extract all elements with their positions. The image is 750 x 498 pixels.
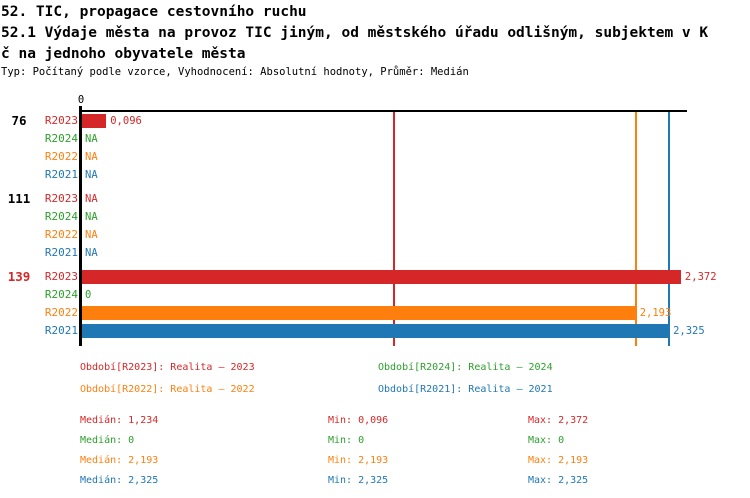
stat-min-R2021: Min: 2,325 <box>328 475 389 486</box>
bar-value-label: 0,096 <box>110 115 142 127</box>
row-year-label: R2023 <box>44 114 78 127</box>
row-year-label: R2023 <box>44 192 78 205</box>
stat-min-R2024: Min: 0 <box>328 435 365 446</box>
median-gridline-R2022 <box>634 112 637 346</box>
stat-max-R2021: Max: 2,325 <box>528 475 589 486</box>
row-year-label: R2022 <box>44 228 78 241</box>
bar-R2023 <box>82 114 107 128</box>
legend-item-R2024: Období[R2024]: Realita – 2024 <box>378 362 553 373</box>
median-gridline-R2023 <box>392 112 395 346</box>
row-year-label: R2022 <box>44 150 78 163</box>
bar-value-label: NA <box>85 133 98 145</box>
group-label-139: 139 <box>7 269 31 284</box>
legend-item-R2021: Období[R2021]: Realita – 2021 <box>378 384 553 395</box>
row-year-label: R2021 <box>44 246 78 259</box>
group-label-76: 76 <box>11 113 27 128</box>
row-year-label: R2023 <box>44 270 78 283</box>
page-subtitle-line1: 52.1 Výdaje města na provoz TIC jiným, o… <box>1 25 709 41</box>
bar-value-label: 0 <box>85 289 92 301</box>
bar-value-label: NA <box>85 229 98 241</box>
bar-value-label: NA <box>85 151 98 163</box>
stat-max-R2024: Max: 0 <box>528 435 565 446</box>
legend-item-R2023: Období[R2023]: Realita – 2023 <box>80 362 255 373</box>
bar-value-label: NA <box>85 247 98 259</box>
page-subtitle-line2: č na jednoho obyvatele města <box>1 46 246 62</box>
bar-R2022 <box>82 306 636 320</box>
x-axis <box>79 110 687 112</box>
stat-median-R2021: Medián: 2,325 <box>80 475 159 486</box>
stat-min-R2022: Min: 2,193 <box>328 455 389 466</box>
stat-median-R2024: Medián: 0 <box>80 435 135 446</box>
stat-min-R2023: Min: 0,096 <box>328 415 389 426</box>
bar-value-label: NA <box>85 169 98 181</box>
group-label-111: 111 <box>7 191 31 206</box>
page-title: 52. TIC, propagace cestovního ruchu <box>1 4 307 20</box>
stat-median-R2023: Medián: 1,234 <box>80 415 159 426</box>
indicator-meta: Typ: Počítaný podle vzorce, Vyhodnocení:… <box>1 66 469 78</box>
row-year-label: R2024 <box>44 132 78 145</box>
bar-value-label: 2,193 <box>639 307 672 319</box>
bar-value-label: NA <box>85 193 98 205</box>
x-axis-zero-tick: 0 <box>77 94 85 106</box>
stat-median-R2022: Medián: 2,193 <box>80 455 159 466</box>
bar-value-label: 2,325 <box>673 325 705 337</box>
bar-R2023 <box>82 270 681 284</box>
median-gridline-R2021 <box>668 112 671 346</box>
row-year-label: R2024 <box>44 288 78 301</box>
row-year-label: R2021 <box>44 324 78 337</box>
bar-R2021 <box>82 324 670 338</box>
y-axis <box>79 106 82 346</box>
bar-value-label: NA <box>85 211 98 223</box>
stat-max-R2022: Max: 2,193 <box>528 455 589 466</box>
row-year-label: R2024 <box>44 210 78 223</box>
row-year-label: R2022 <box>44 306 78 319</box>
stat-max-R2023: Max: 2,372 <box>528 415 589 426</box>
row-year-label: R2021 <box>44 168 78 181</box>
bar-value-label: 2,372 <box>684 271 717 283</box>
legend-item-R2022: Období[R2022]: Realita – 2022 <box>80 384 255 395</box>
